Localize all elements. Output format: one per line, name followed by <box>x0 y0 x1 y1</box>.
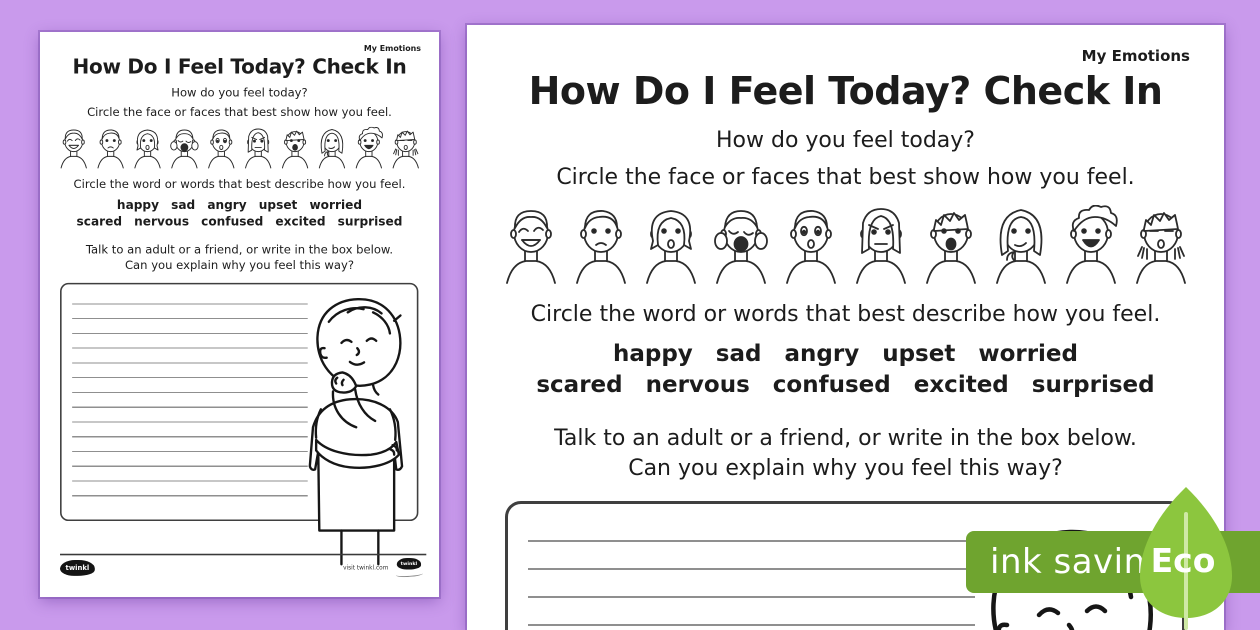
twinkl-seal-logo: twinkl <box>396 557 422 570</box>
circle-words-instruction: Circle the word or words that best descr… <box>73 177 406 192</box>
question-text: How do you feel today? <box>716 128 975 153</box>
face-upset-icon <box>645 210 696 284</box>
twinkl-seal-text: twinkl <box>400 561 418 567</box>
question-text: How do you feel today? <box>171 86 308 100</box>
circle-words-instruction: Circle the word or words that best descr… <box>530 302 1161 327</box>
face-excited-icon <box>1065 205 1118 284</box>
talk-prompt-line2: Can you explain why you feel this way? <box>628 456 1063 481</box>
face-happy-icon <box>60 129 87 169</box>
feeling-words-row1: happy sad angry upset worried <box>116 198 362 213</box>
series-tag: My Emotions <box>363 43 422 54</box>
face-upset-icon <box>134 129 161 169</box>
writing-lines <box>72 289 308 507</box>
worksheet-title: How Do I Feel Today? Check In <box>72 55 407 79</box>
face-excited-icon <box>355 126 383 169</box>
eco-leaf-icon: Eco <box>1134 484 1238 630</box>
thumbnail-scaler: My Emotions How Do I Feel Today? Check I… <box>40 32 439 597</box>
circle-faces-instruction: Circle the face or faces that best show … <box>556 165 1135 190</box>
emotion-faces-row <box>467 205 1224 285</box>
face-crying-icon <box>169 129 199 169</box>
face-confused-icon <box>995 209 1046 284</box>
face-scared-icon <box>281 130 308 169</box>
visit-text: visit twinkl.com <box>343 564 389 572</box>
face-scared-icon <box>925 212 976 284</box>
face-worried-icon <box>207 129 235 169</box>
worksheet-title: How Do I Feel Today? Check In <box>528 69 1163 113</box>
face-crying-icon <box>713 210 768 284</box>
emotion-faces-row <box>40 126 439 169</box>
face-surprised-icon <box>392 130 419 169</box>
worksheet-zoomed-page[interactable]: My Emotions How Do I Feel Today? Check I… <box>467 25 1224 630</box>
worksheet-sheet: My Emotions How Do I Feel Today? Check I… <box>40 32 439 597</box>
ink-saving-label: ink saving <box>990 542 1168 582</box>
series-tag: My Emotions <box>1081 47 1190 65</box>
worksheet-thumbnail-page[interactable]: My Emotions How Do I Feel Today? Check I… <box>40 32 439 597</box>
face-happy-icon <box>505 210 556 284</box>
face-sad-icon <box>575 210 626 284</box>
twinkl-logo: twinkl <box>60 560 95 576</box>
writing-box <box>60 282 419 522</box>
thinking-boy-illustration <box>308 298 404 566</box>
eco-label: Eco <box>1150 541 1216 580</box>
face-worried-icon <box>785 210 836 284</box>
feeling-words-row2: scared nervous confused excited surprise… <box>76 214 403 229</box>
circle-faces-instruction: Circle the face or faces that best show … <box>87 105 392 119</box>
face-angry-icon <box>855 208 906 284</box>
face-sad-icon <box>97 129 124 169</box>
face-surprised-icon <box>1135 212 1186 284</box>
signature-squiggle <box>395 570 424 578</box>
talk-prompt-line2: Can you explain why you feel this way? <box>124 259 354 273</box>
talk-prompt-line1: Talk to an adult or a friend, or write i… <box>554 426 1137 451</box>
face-confused-icon <box>318 129 345 169</box>
talk-prompt-line1: Talk to an adult or a friend, or write i… <box>85 243 394 257</box>
zoom-holder: My Emotions How Do I Feel Today? Check I… <box>467 25 1224 630</box>
worksheet-sheet: My Emotions How Do I Feel Today? Check I… <box>467 25 1224 630</box>
face-angry-icon <box>244 128 272 169</box>
feeling-words-row1: happy sad angry upset worried <box>612 341 1078 367</box>
feeling-words-row2: scared nervous confused excited surprise… <box>536 372 1155 398</box>
footer-divider <box>60 553 427 556</box>
writing-lines <box>528 514 975 630</box>
twinkl-logo-text: twinkl <box>65 564 90 572</box>
